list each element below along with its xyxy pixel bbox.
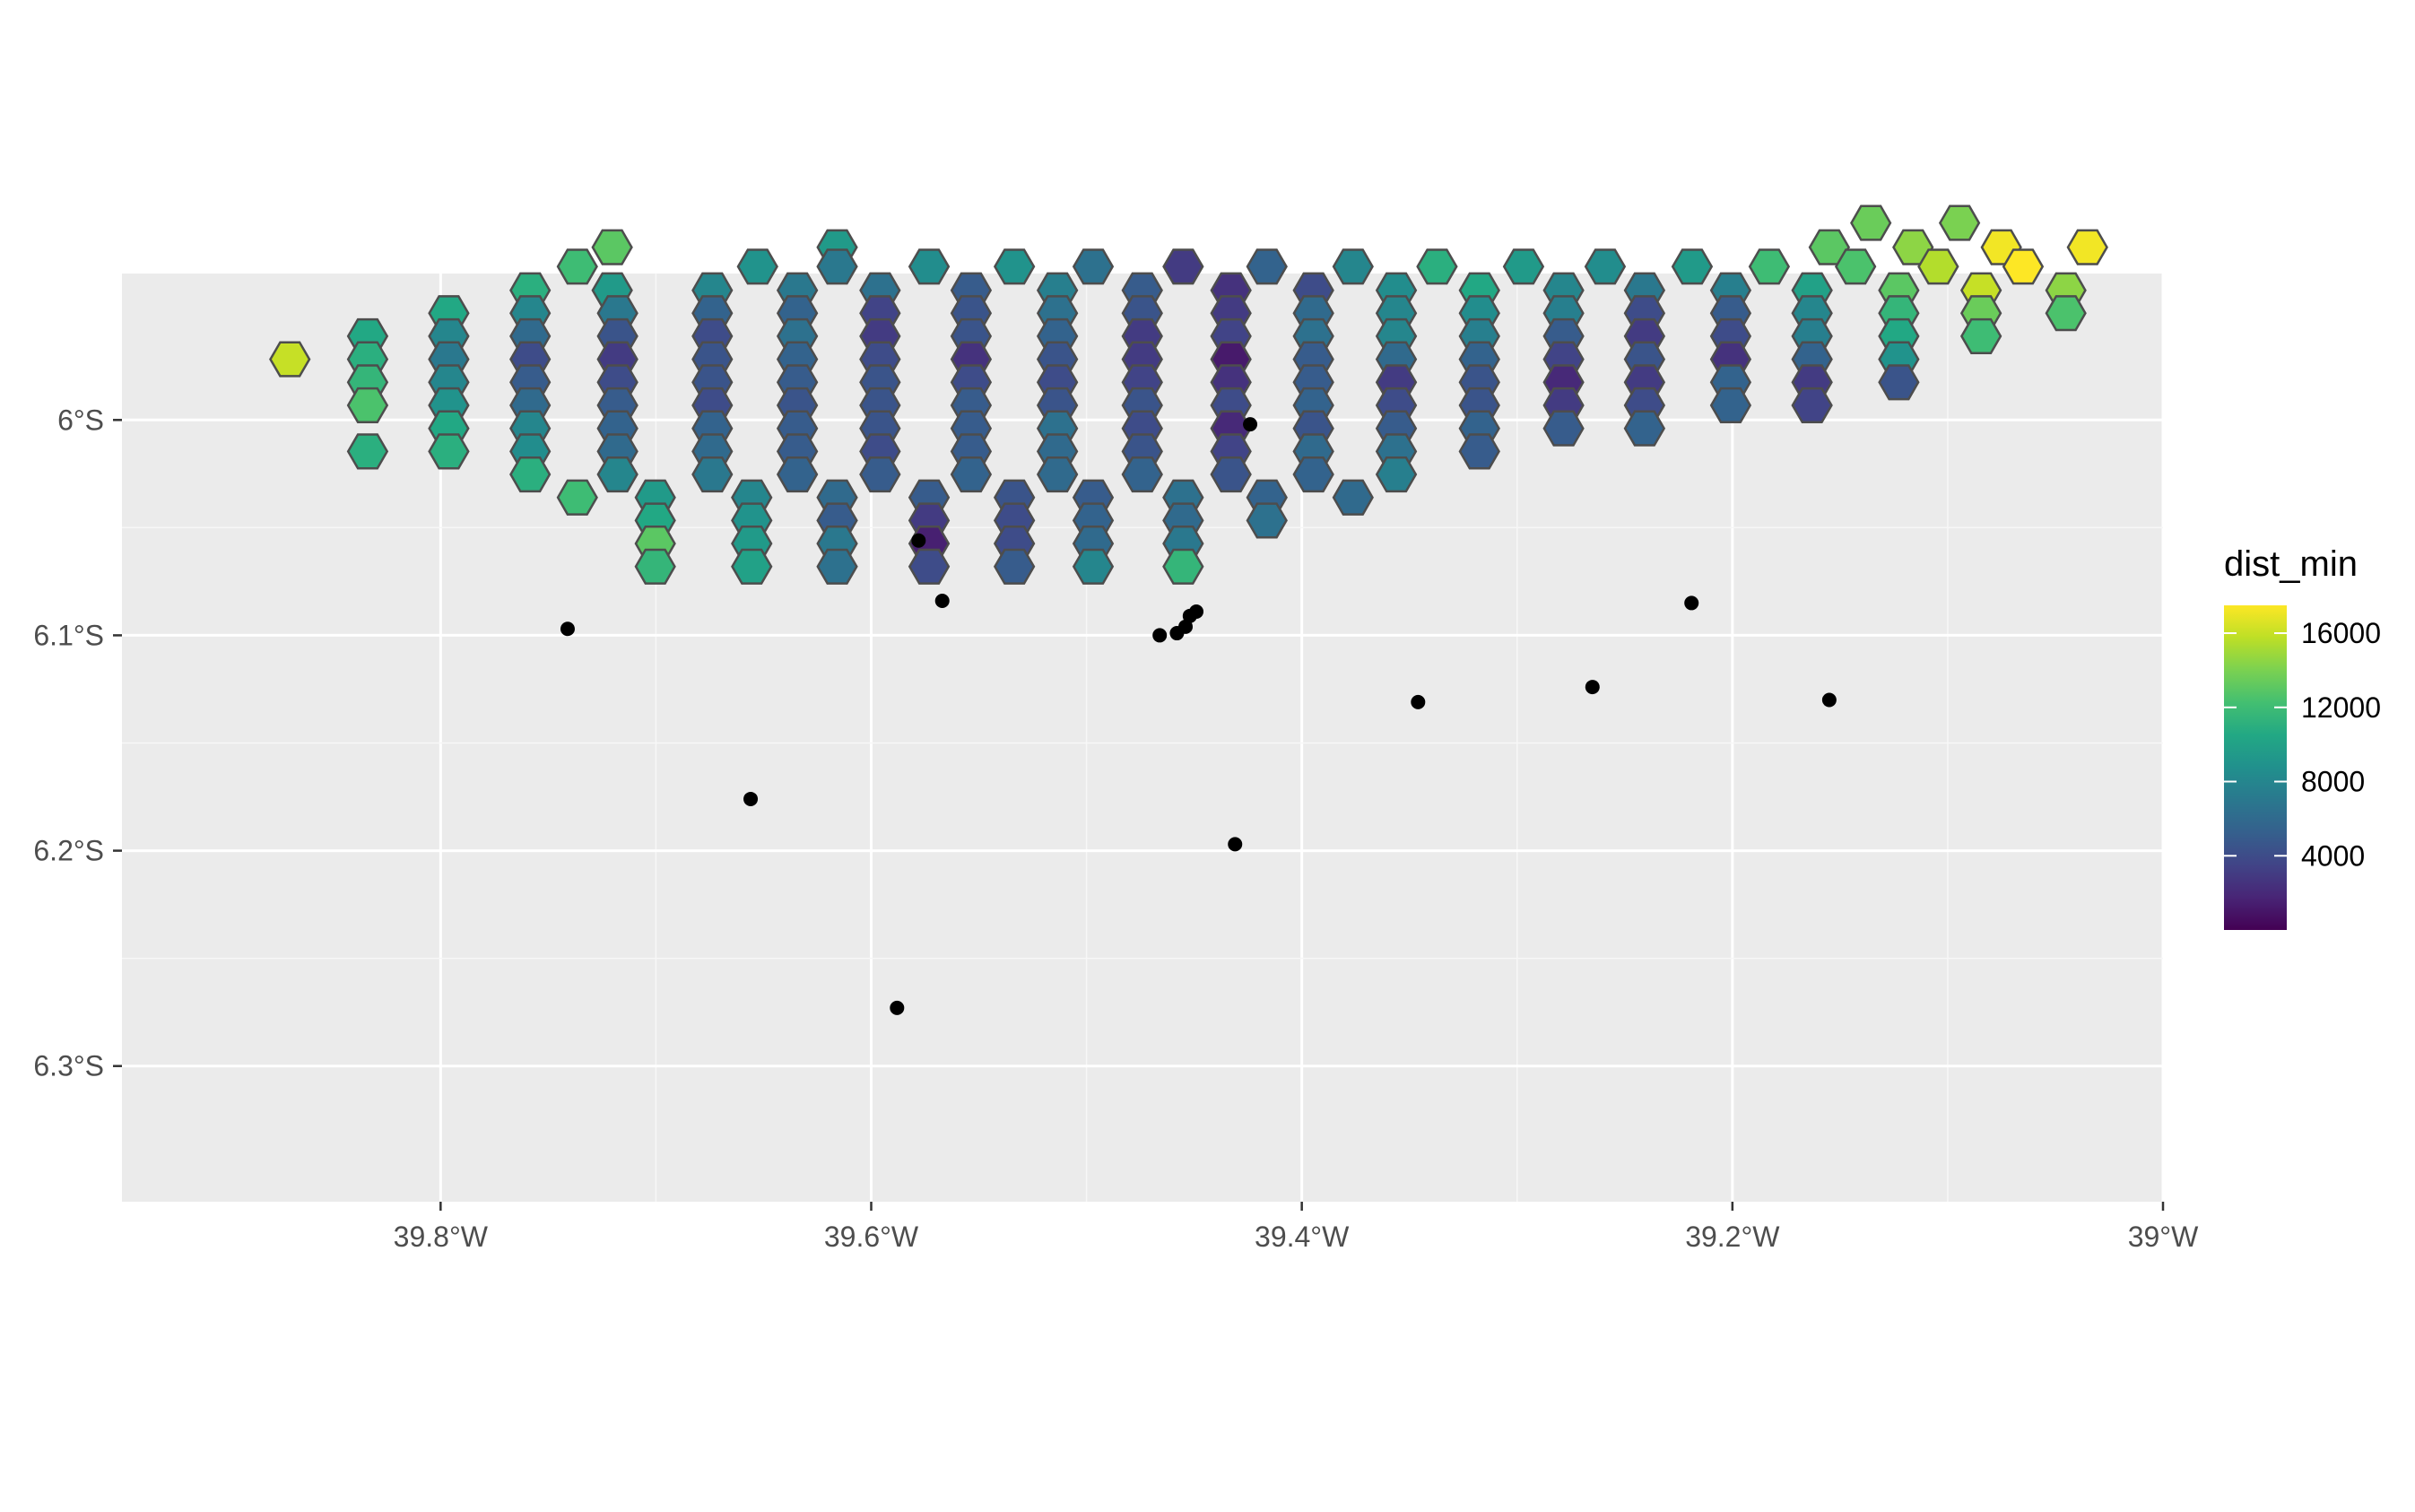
point-marker (1189, 604, 1204, 620)
hex-cell (1292, 456, 1334, 493)
hex-cell (2045, 295, 2087, 332)
hex-cell (634, 548, 676, 585)
point-marker (560, 621, 575, 637)
x-tick-label: 39.4°W (1255, 1221, 1350, 1253)
hex-cell (950, 456, 993, 493)
y-tick-label: 6°S (57, 404, 104, 436)
hex-cell (1671, 248, 1714, 285)
x-tick-label: 39.6°W (824, 1221, 919, 1253)
hex-cell (1072, 248, 1115, 285)
hex-cell (1748, 248, 1791, 285)
hex-cell (346, 387, 389, 424)
hex-cell (1791, 387, 1833, 424)
hex-cell (2002, 248, 2045, 285)
legend-tick-label: 16000 (2301, 617, 2381, 649)
hex-cell (993, 248, 1036, 285)
hex-cell (1036, 456, 1079, 493)
x-tick-label: 39.2°W (1685, 1221, 1780, 1253)
x-tick-label: 39.8°W (394, 1221, 489, 1253)
hex-cell (1162, 248, 1204, 285)
hex-cell (1072, 548, 1115, 585)
hex-cell (1162, 548, 1204, 585)
point-markers (560, 417, 1837, 1015)
y-tick-label: 6.2°S (33, 835, 104, 867)
hex-cell (731, 548, 773, 585)
point-marker (911, 533, 926, 548)
point-marker (1684, 595, 1699, 611)
hex-cell (908, 548, 951, 585)
hex-cell (269, 341, 311, 378)
hex-cell (993, 548, 1036, 585)
hex-cell (1246, 248, 1288, 285)
hex-cell (1584, 248, 1627, 285)
hex-cell (346, 433, 389, 470)
y-tick-label: 6.3°S (33, 1050, 104, 1082)
point-marker (890, 1000, 905, 1015)
point-marker (934, 594, 950, 609)
hex-cell (908, 248, 951, 285)
hex-cells (269, 204, 2108, 585)
legend: dist_min 4000 8000 12000 16000 (2224, 544, 2381, 930)
hex-cell (1332, 248, 1374, 285)
hex-cell (556, 248, 598, 285)
legend-title: dist_min (2224, 544, 2358, 584)
hex-cell (509, 456, 552, 493)
hex-cell (2066, 229, 2108, 265)
hex-cell (591, 229, 633, 265)
x-tick-label: 39°W (2128, 1221, 2199, 1253)
hex-cell (776, 456, 819, 493)
hex-cell (859, 456, 901, 493)
point-marker (1228, 837, 1243, 852)
hex-cell (1210, 456, 1252, 493)
hex-cell (1938, 204, 1981, 241)
hex-cell (1332, 479, 1374, 516)
point-marker (1411, 694, 1426, 709)
point-marker (743, 791, 759, 806)
hex-cell (1542, 410, 1585, 447)
hex-cell (1416, 248, 1458, 285)
hex-cell (691, 456, 734, 493)
hex-cell (816, 548, 858, 585)
hex-cell (1458, 433, 1500, 470)
hex-cell (1709, 387, 1752, 424)
hex-cell (736, 248, 778, 285)
point-marker (1152, 628, 1168, 643)
hex-cell (1878, 364, 1920, 401)
legend-colorbar (2224, 605, 2287, 930)
hex-cell (816, 248, 858, 285)
point-marker (1243, 417, 1258, 432)
hex-cell (1917, 248, 1959, 285)
point-marker (1178, 619, 1194, 634)
hex-cell (1850, 204, 1892, 241)
legend-tick-label: 8000 (2301, 766, 2365, 798)
hex-cell (596, 456, 638, 493)
hex-cell (1502, 248, 1545, 285)
hex-cell (1623, 410, 1666, 447)
y-axis: 6°S 6.1°S 6.2°S 6.3°S (33, 404, 122, 1082)
legend-ticks: 4000 8000 12000 16000 (2224, 617, 2381, 872)
hex-cell (428, 433, 470, 470)
hex-cell (1121, 456, 1163, 493)
hex-cell (1246, 502, 1288, 539)
legend-tick-label: 12000 (2301, 691, 2381, 724)
hex-cell (1375, 456, 1418, 493)
hex-cell (556, 479, 598, 516)
y-tick-label: 6.1°S (33, 619, 104, 651)
x-axis: 39.8°W 39.6°W 39.4°W 39.2°W 39°W (394, 1202, 2199, 1253)
legend-tick-label: 4000 (2301, 839, 2365, 872)
point-marker (1585, 680, 1600, 695)
hex-cell (1834, 248, 1877, 285)
point-marker (1821, 692, 1837, 708)
hex-cell (1959, 317, 2002, 354)
